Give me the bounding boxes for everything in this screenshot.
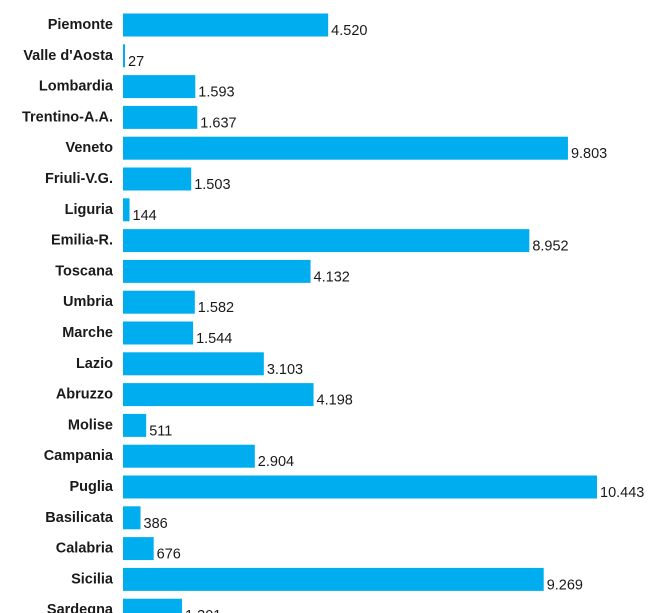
- bar: [123, 75, 196, 99]
- bar: [123, 352, 264, 376]
- value-label: 1.637: [200, 115, 236, 131]
- bar: [123, 383, 314, 407]
- value-label: 386: [144, 516, 168, 532]
- bar: [123, 167, 192, 191]
- value-label: 1.301: [185, 608, 221, 613]
- bar: [123, 13, 329, 37]
- category-label: Marche: [62, 325, 113, 341]
- value-label: 3.103: [267, 362, 303, 378]
- bar: [123, 198, 130, 222]
- value-label: 2.904: [258, 454, 294, 470]
- category-label: Umbria: [63, 294, 114, 310]
- value-label: 1.544: [196, 331, 232, 347]
- bar: [123, 506, 141, 530]
- bar: [123, 321, 194, 345]
- bar: [123, 136, 568, 160]
- bar: [123, 290, 195, 314]
- bars-group: Piemonte 4.520 Valle d'Aosta 27 Lombardia 1.5…: [22, 13, 644, 613]
- value-label: 4.132: [314, 269, 350, 285]
- value-label: 10.443: [600, 485, 644, 501]
- bar: [123, 413, 147, 437]
- value-label: 4.520: [331, 23, 367, 39]
- bar: [123, 537, 154, 561]
- bar: [123, 598, 183, 613]
- value-label: 1.593: [198, 85, 234, 101]
- category-label: Piemonte: [48, 17, 113, 33]
- bar: [123, 567, 544, 591]
- value-label: 9.803: [571, 146, 607, 162]
- category-label: Trentino-A.A.: [22, 109, 113, 125]
- bar: [123, 229, 530, 253]
- category-label: Calabria: [56, 541, 114, 557]
- category-label: Molise: [68, 417, 113, 433]
- category-label: Basilicata: [45, 510, 114, 526]
- bar: [123, 44, 125, 68]
- category-label: Campania: [44, 448, 114, 464]
- bar: [123, 475, 597, 499]
- category-label: Valle d'Aosta: [23, 48, 114, 64]
- category-label: Puglia: [69, 479, 113, 495]
- category-label: Lombardia: [39, 79, 114, 95]
- category-label: Lazio: [76, 356, 113, 372]
- value-label: 4.198: [317, 393, 353, 409]
- bar: [123, 444, 255, 468]
- category-label: Emilia-R.: [51, 233, 113, 249]
- value-label: 1.503: [194, 177, 230, 193]
- value-label: 8.952: [532, 239, 568, 255]
- category-label: Friuli-V.G.: [45, 171, 113, 187]
- bar: [123, 105, 198, 129]
- value-label: 511: [149, 423, 172, 439]
- category-label: Sardegna: [47, 602, 114, 613]
- value-label: 1.582: [198, 300, 234, 316]
- category-label: Sicilia: [71, 571, 114, 587]
- category-label: Liguria: [65, 202, 114, 218]
- value-label: 27: [128, 54, 144, 70]
- category-label: Abruzzo: [56, 387, 113, 403]
- category-label: Veneto: [65, 140, 113, 156]
- value-label: 9.269: [547, 577, 583, 593]
- bar: [123, 259, 311, 283]
- category-label: Toscana: [55, 263, 114, 279]
- value-label: 144: [133, 208, 157, 224]
- value-label: 676: [157, 547, 181, 563]
